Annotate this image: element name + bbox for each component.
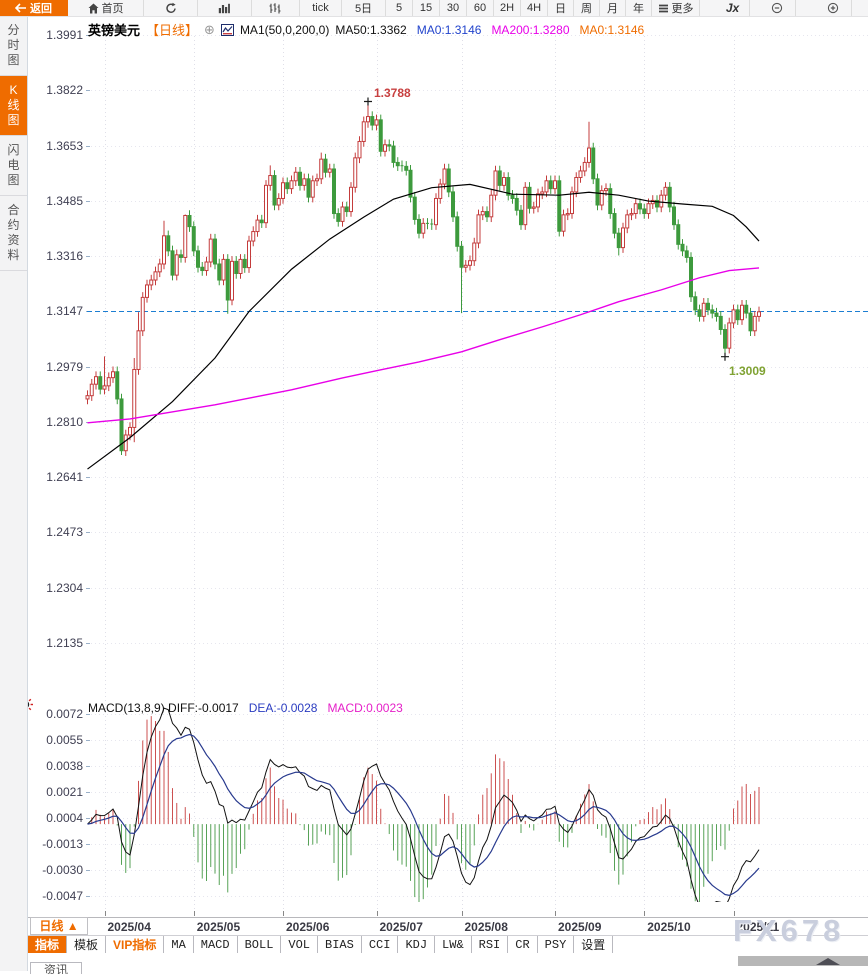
bar-chart-type-button[interactable] (198, 0, 252, 16)
back-button[interactable]: 返回 (0, 0, 68, 16)
period-5min-button[interactable]: 5 (386, 0, 413, 16)
period-15min-button[interactable]: 15 (413, 0, 440, 16)
price-macd-chart-canvas[interactable] (28, 16, 868, 917)
period-4h-button[interactable]: 4H (521, 0, 548, 16)
x-axis-date-label: 2025/08 (464, 920, 508, 934)
news-tab[interactable]: 资讯 (30, 962, 82, 974)
sidebar-item-lightning-chart[interactable]: 闪电图 (0, 136, 27, 196)
macd-diff-label: MACD(13,8,9) DIFF:-0.0017 (88, 701, 239, 715)
period-30min-button[interactable]: 30 (440, 0, 467, 16)
more-button[interactable]: 更多 (652, 0, 700, 16)
macd-y-tick-label: 0.0004 (46, 810, 83, 825)
ma-value-2: MA200:1.3280 (491, 22, 570, 37)
period-60min-button[interactable]: 60 (467, 0, 494, 16)
period-5day-button[interactable]: 5日 (342, 0, 386, 16)
ma-settings-label: MA1(50,0,200,0) (239, 22, 330, 37)
x-axis-date-label: 2025/04 (107, 920, 151, 934)
tab-psy[interactable]: PSY (538, 936, 575, 953)
macd-dea-label: DEA:-0.0028 (248, 701, 318, 715)
period-day-button[interactable]: 日 (548, 0, 574, 16)
tab-vip-indicator[interactable]: VIP指标 (106, 936, 165, 953)
macd-header-row: MACD(13,8,9) DIFF:-0.0017 DEA:-0.0028 MA… (88, 701, 403, 715)
x-axis-date-label: 2025/11 (736, 920, 780, 934)
indicator-tab-row: 指标 模板 VIP指标 MA MACD BOLL VOL BIAS CCI KDJ LW& RSI CR… (28, 935, 868, 953)
period-2h-button[interactable]: 2H (494, 0, 521, 16)
period-selector-button[interactable]: 日线 ▲ (30, 917, 88, 935)
macd-y-tick-label: -0.0013 (42, 836, 83, 851)
main-y-tick-label: 1.2473 (46, 525, 83, 540)
period-week-button[interactable]: 周 (574, 0, 600, 16)
main-y-tick-label: 1.2810 (46, 414, 83, 429)
macd-y-tick-label: 0.0038 (46, 758, 83, 773)
main-y-tick-label: 1.3822 (46, 83, 83, 98)
macd-y-tick-label: -0.0030 (42, 862, 83, 877)
main-y-tick-label: 1.2641 (46, 470, 83, 485)
chart-region: 英镑美元 【日线】 ⊕ MA1(50,0,200,0) MA50:1.3362 M… (28, 16, 868, 917)
symbol-name: 英镑美元 (88, 23, 141, 38)
ma-value-0: MA50:1.3362 (335, 22, 407, 37)
tab-template[interactable]: 模板 (67, 936, 107, 953)
horizontal-scrollbar[interactable] (738, 956, 868, 966)
tab-cr[interactable]: CR (508, 936, 538, 953)
x-axis-date-label: 2025/10 (647, 920, 691, 934)
tab-cci[interactable]: CCI (362, 936, 399, 953)
x-axis-date-label: 2025/05 (196, 920, 241, 934)
sidebar-item-contract-info[interactable]: 合约资料 (0, 196, 27, 271)
tab-indicator[interactable]: 指标 (28, 936, 68, 953)
ma-value-3: MA0:1.3146 (579, 22, 645, 37)
macd-y-tick-label: 0.0021 (46, 784, 83, 799)
tab-boll[interactable]: BOLL (238, 936, 282, 953)
home-button[interactable]: 首页 (68, 0, 144, 16)
sidebar-item-time-chart[interactable]: 分时图 (0, 16, 27, 76)
macd-value-label: MACD:0.0023 (327, 701, 403, 715)
macd-y-tick-label: 0.0072 (46, 706, 83, 721)
tab-bias[interactable]: BIAS (318, 936, 362, 953)
period-month-button[interactable]: 月 (600, 0, 626, 16)
main-y-tick-label: 1.3147 (46, 304, 83, 319)
zoom-out-button[interactable] (758, 0, 796, 16)
ohlc-chart-type-button[interactable] (252, 0, 300, 16)
tab-kdj[interactable]: KDJ (398, 936, 436, 953)
tab-ma[interactable]: MA (164, 936, 194, 953)
x-axis-date-label: 2025/09 (558, 920, 602, 934)
period-label: 【日线】 (146, 23, 199, 38)
main-y-tick-label: 1.2135 (46, 636, 83, 650)
low-annotation: 1.3009 (729, 363, 766, 378)
x-axis-date-label: 2025/06 (286, 920, 330, 934)
main-y-tick-label: 1.3653 (46, 138, 83, 153)
chart-style-icon[interactable] (220, 23, 234, 36)
main-y-tick-label: 1.2979 (46, 359, 83, 374)
tab-macd[interactable]: MACD (194, 936, 238, 953)
period-year-button[interactable]: 年 (626, 0, 652, 16)
main-y-tick-label: 1.3991 (46, 28, 83, 42)
macd-y-tick-label: 0.0055 (46, 732, 83, 747)
refresh-button[interactable] (144, 0, 198, 16)
high-annotation: 1.3788 (374, 85, 411, 100)
period-tick-button[interactable]: tick (300, 0, 342, 16)
x-axis-date-label: 2025/07 (379, 920, 423, 934)
scroll-up-arrow-icon[interactable] (816, 958, 840, 965)
macd-y-tick-label: -0.0047 (42, 888, 83, 903)
chart-title-row: 英镑美元 【日线】 ⊕ MA1(50,0,200,0) MA50:1.3362 M… (88, 20, 644, 39)
main-y-tick-label: 1.2304 (46, 580, 83, 595)
tab-settings[interactable]: 设置 (574, 936, 614, 953)
tab-lw[interactable]: LW& (435, 936, 472, 953)
tab-vol[interactable]: VOL (281, 936, 319, 953)
main-y-tick-label: 1.3316 (46, 249, 83, 264)
x-axis-date-row: 2025/04 2025/05 2025/06 2025/07 2025/08 2025/… (28, 917, 868, 935)
tab-rsi[interactable]: RSI (472, 936, 509, 953)
expand-icon[interactable]: ⊕ (204, 21, 215, 37)
ma-value-1: MA0:1.3146 (416, 22, 482, 37)
top-toolbar: 返回 首页 tick 5日 5 15 30 60 2H 4H 日周月年更多 Jx (0, 0, 868, 17)
formula-button[interactable]: Jx (716, 0, 750, 16)
ma-values: MA50:1.3362 MA0:1.3146 MA200:1.3280 MA0:1.3… (335, 23, 644, 37)
main-y-tick-label: 1.3485 (46, 193, 83, 208)
zoom-in-button[interactable] (814, 0, 852, 16)
